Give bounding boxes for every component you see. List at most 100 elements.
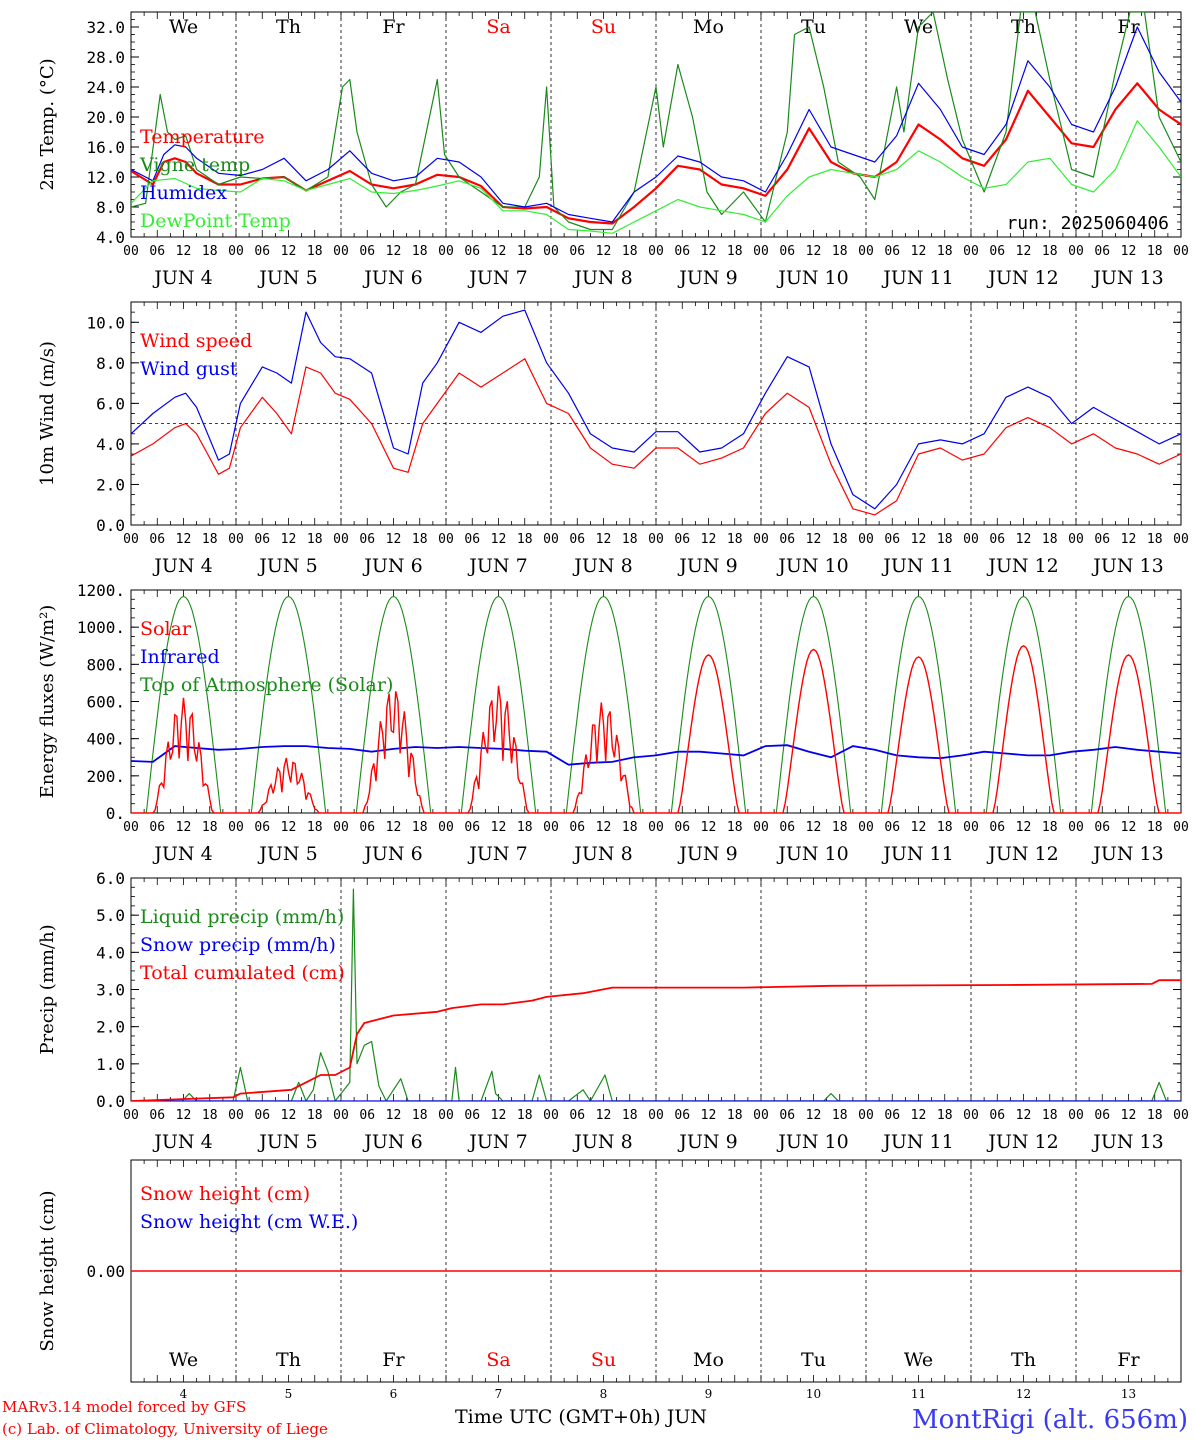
date-label: JUN 6: [362, 555, 422, 577]
hour-tick-label: 06: [254, 1108, 270, 1123]
series-line-dewpoint-temp: [131, 120, 1181, 234]
hour-tick-label: 00: [648, 244, 664, 259]
date-label: JUN 7: [467, 267, 527, 289]
y-tick-label: 4.0: [96, 228, 125, 247]
hour-tick-label: 12: [701, 1108, 717, 1123]
hour-tick-label: 00: [963, 820, 979, 835]
hour-tick-label: 00: [438, 1108, 454, 1123]
hour-tick-label: 00: [333, 532, 349, 547]
legend-entry: Wind speed: [140, 330, 252, 352]
y-tick-label: 800.: [86, 655, 125, 674]
y-tick-label: 8.0: [96, 198, 125, 217]
legend-entry: Snow height (cm): [140, 1183, 310, 1205]
hour-tick-label: 12: [1016, 1108, 1032, 1123]
hour-tick-label: 12: [176, 1108, 192, 1123]
date-label: JUN 6: [362, 1131, 422, 1153]
hour-tick-label: 18: [727, 1108, 743, 1123]
plot-frame: [130, 589, 1182, 814]
date-label: JUN 5: [257, 843, 317, 865]
hour-tick-label: 00: [543, 820, 559, 835]
date-label: JUN 4: [152, 267, 212, 289]
hour-tick-label: 06: [779, 820, 795, 835]
hour-tick-label: 06: [884, 1108, 900, 1123]
hour-tick-label: 06: [149, 244, 165, 259]
date-label: JUN 9: [677, 1131, 737, 1153]
hour-tick-label: 00: [123, 532, 139, 547]
series-group: [131, 595, 1181, 813]
run-annotation: run: 2025060406: [1006, 213, 1169, 234]
day-name-label: Mo: [693, 16, 724, 38]
hour-tick-label: 18: [727, 532, 743, 547]
hour-tick-label: 06: [1094, 532, 1110, 547]
date-label: JUN 6: [362, 267, 422, 289]
hour-tick-label: 00: [228, 820, 244, 835]
hour-tick-label: 00: [123, 244, 139, 259]
hour-tick-label: 18: [622, 820, 638, 835]
hour-tick-label: 06: [254, 532, 270, 547]
hour-tick-label: 00: [753, 1108, 769, 1123]
hour-tick-label: 18: [832, 1108, 848, 1123]
y-tick-label: 16.0: [86, 138, 125, 157]
hour-tick-label: 00: [543, 532, 559, 547]
legend-entry: Wind gust: [140, 358, 238, 380]
day-name-label: Th: [1011, 16, 1036, 38]
day-number-label: 12: [1016, 1387, 1031, 1401]
hour-tick-label: 12: [386, 532, 402, 547]
hour-tick-label: 06: [254, 820, 270, 835]
y-tick-label: 2.0: [96, 475, 125, 494]
hour-tick-label: 12: [281, 1108, 297, 1123]
series-group: [131, 309, 1181, 516]
hour-tick-label: 00: [228, 532, 244, 547]
hour-tick-label: 06: [989, 244, 1005, 259]
date-label: JUN 8: [572, 555, 632, 577]
hour-tick-label: 18: [307, 244, 323, 259]
hour-tick-label: 12: [1121, 820, 1137, 835]
date-label: JUN 4: [152, 1131, 212, 1153]
copyright-credit: (c) Lab. of Climatology, University of L…: [2, 1420, 328, 1438]
y-tick-label: 600.: [86, 693, 125, 712]
day-number-label: 8: [600, 1387, 608, 1401]
hour-tick-label: 18: [517, 820, 533, 835]
hour-tick-label: 06: [359, 1108, 375, 1123]
time-axis-title: Time UTC (GMT+0h) JUN: [455, 1406, 707, 1428]
hour-tick-label: 18: [307, 532, 323, 547]
hour-tick-label: 00: [1173, 532, 1189, 547]
day-number-label: 9: [705, 1387, 713, 1401]
panel-3: 0. 200. 400. 600. 800. 1000. 1200. Energy fluxe…: [37, 581, 1189, 865]
hour-tick-label: 00: [333, 1108, 349, 1123]
hour-tick-label: 00: [1173, 244, 1189, 259]
hour-tick-label: 12: [1016, 820, 1032, 835]
day-name-label: We: [169, 16, 198, 38]
hour-tick-label: 18: [727, 244, 743, 259]
date-label: JUN 4: [152, 555, 212, 577]
series-line-wind-speed: [131, 358, 1181, 516]
hour-tick-label: 12: [806, 820, 822, 835]
y-tick-label: 28.0: [86, 48, 125, 67]
date-label: JUN 12: [986, 555, 1058, 577]
y-tick-label: 3.0: [96, 981, 125, 1000]
y-tick-label: 0.0: [96, 516, 125, 535]
legend-entry: Snow precip (mm/h): [140, 934, 336, 956]
hour-tick-label: 18: [1147, 820, 1163, 835]
series-line-total-cumulated-cm-: [131, 979, 1181, 1101]
hour-tick-label: 18: [412, 244, 428, 259]
hour-tick-label: 12: [281, 532, 297, 547]
y-axis-title: 2m Temp. (°C): [37, 58, 58, 190]
panel-5: 0.00 Snow height (cm) We Th Fr Sa Su Mo Tu We Th Fr…: [37, 1159, 1182, 1401]
y-tick-label: 6.0: [96, 869, 125, 888]
date-label: JUN 12: [986, 843, 1058, 865]
hour-tick-label: 00: [858, 532, 874, 547]
day-name-label: Th: [1011, 1349, 1036, 1371]
series-line-wind-gust: [131, 309, 1181, 510]
series-group: [131, 888, 1181, 1101]
hour-tick-label: 12: [701, 820, 717, 835]
y-tick-label: 0.: [106, 804, 125, 823]
date-label: JUN 5: [257, 267, 317, 289]
hour-tick-label: 18: [937, 820, 953, 835]
series-line-liquid-precip-mm-h-: [131, 888, 1181, 1101]
y-tick-label: 1.0: [96, 1055, 125, 1074]
day-name-label: Mo: [693, 1349, 724, 1371]
hour-tick-label: 00: [648, 820, 664, 835]
meteogram-panels: 4.0 8.0 12.0 16.0 20.0 24.0 28.0 32.0 2m Temp. (…: [37, 11, 1189, 1401]
hour-tick-label: 00: [963, 532, 979, 547]
